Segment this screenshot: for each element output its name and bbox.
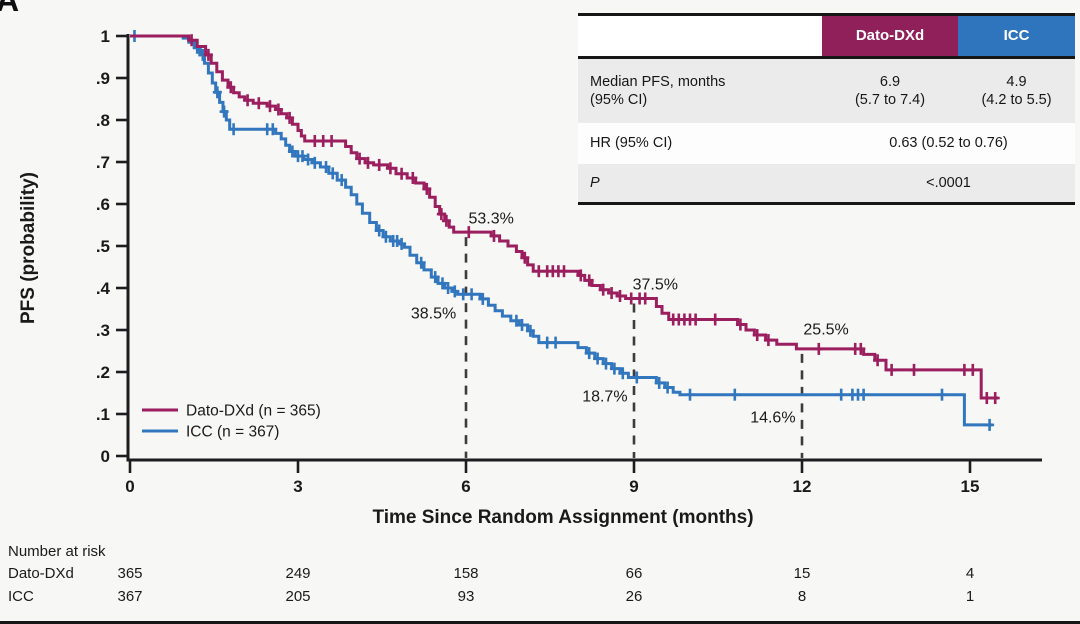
risk-value: 4 [966, 565, 974, 582]
x-tick-label: 0 [125, 477, 134, 496]
risk-row-label: ICC [8, 588, 34, 605]
legend-label: ICC (n = 367) [186, 424, 279, 441]
y-tick-label: 0 [101, 447, 110, 466]
hr-value: 0.63 (0.52 to 0.76) [889, 135, 1008, 152]
median-pfs-icc-value: 4.9 (4.2 to 5.5) [958, 73, 1075, 109]
risk-value: 367 [117, 588, 142, 605]
stats-table-header-row: Dato-DXd ICC [578, 16, 1075, 59]
x-tick-label: 9 [629, 477, 638, 496]
annotation-14.6%: 14.6% [750, 409, 795, 426]
annotation-53.3%: 53.3% [469, 210, 514, 227]
hr-label: HR (95% CI) [590, 135, 673, 152]
y-tick-label: 1 [101, 27, 110, 46]
y-tick-label: .5 [96, 237, 110, 256]
icc-censor-marks [129, 30, 995, 431]
figure-bottom-border [0, 621, 1080, 624]
x-tick-label: 3 [293, 477, 302, 496]
p-label: P [590, 174, 600, 191]
dato-dxd-censor-marks [187, 34, 1000, 405]
risk-value: 158 [453, 565, 478, 582]
x-tick-label: 12 [793, 477, 812, 496]
annotation-18.7%: 18.7% [582, 388, 627, 405]
y-tick-label: .9 [96, 69, 110, 88]
y-tick-label: .3 [96, 321, 110, 340]
risk-value: 26 [626, 588, 643, 605]
median-pfs-dato-value-line2: (5.7 to 7.4) [854, 92, 926, 108]
y-tick-label: .8 [96, 111, 110, 130]
median-pfs-label-line1: Median PFS, months [590, 73, 726, 90]
annotation-25.5%: 25.5% [803, 322, 848, 339]
annotation-38.5%: 38.5% [411, 306, 456, 323]
median-pfs-dato-value-line1: 6.9 [879, 73, 901, 90]
p-value: <.0001 [926, 174, 971, 191]
y-tick-label: .2 [96, 363, 110, 382]
median-pfs-label-line2: (95% CI) [590, 92, 648, 108]
median-pfs-dato-value: 6.9 (5.7 to 7.4) [822, 73, 958, 109]
risk-value: 66 [626, 565, 643, 582]
stats-table-row-p: P <.0001 [578, 164, 1075, 202]
stats-table-row-hr: HR (95% CI) 0.63 (0.52 to 0.76) [578, 123, 1075, 164]
x-tick-label: 15 [961, 477, 980, 496]
stats-table: Dato-DXd ICC Median PFS, months (95% CI)… [578, 13, 1075, 205]
risk-value: 15 [794, 565, 811, 582]
risk-table-title: Number at risk [8, 543, 106, 560]
y-tick-label: .1 [96, 405, 110, 424]
risk-row-label: Dato-DXd [8, 565, 74, 582]
x-axis-title: Time Since Random Assignment (months) [372, 507, 753, 528]
x-tick-label: 6 [461, 477, 470, 496]
panel-label: A [0, 0, 20, 18]
stats-table-header-dato: Dato-DXd [822, 16, 958, 56]
y-tick-label: .7 [96, 153, 110, 172]
y-tick-label: .4 [96, 279, 111, 298]
risk-value: 249 [285, 565, 310, 582]
risk-value: 1 [966, 588, 974, 605]
risk-value: 365 [117, 565, 142, 582]
y-axis-title: PFS (probability) [18, 172, 39, 324]
risk-value: 93 [458, 588, 475, 605]
legend-item-icc: ICC (n = 367) [142, 424, 279, 441]
stats-table-corner-cell [578, 16, 822, 56]
legend-label: Dato-DXd (n = 365) [186, 403, 321, 420]
stats-table-header-icc: ICC [958, 16, 1075, 56]
annotation-37.5%: 37.5% [633, 276, 678, 293]
legend-item-dato-dxd: Dato-DXd (n = 365) [142, 403, 321, 420]
median-pfs-icc-value-line2: (4.2 to 5.5) [981, 92, 1052, 108]
median-pfs-label: Median PFS, months (95% CI) [578, 67, 822, 115]
legend: Dato-DXd (n = 365) ICC (n = 367) [142, 403, 321, 441]
median-pfs-icc-value-line1: 4.9 [1006, 73, 1027, 90]
y-tick-label: .6 [96, 195, 110, 214]
stats-table-row-median-pfs: Median PFS, months (95% CI) 6.9 (5.7 to … [578, 59, 1075, 123]
risk-value: 8 [798, 588, 806, 605]
risk-value: 205 [285, 588, 310, 605]
